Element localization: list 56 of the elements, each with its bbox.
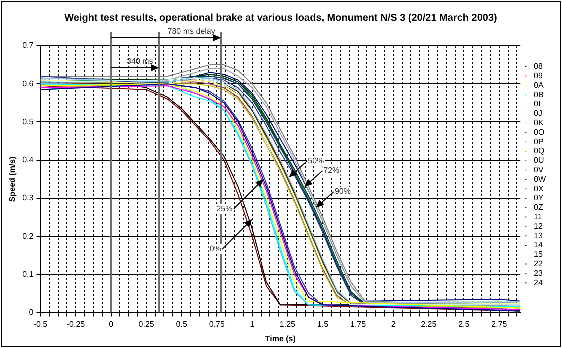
text: 22 [534,260,544,269]
legend-label: 23 [534,268,544,278]
legend-label: 0J [534,109,542,118]
legend-label: 08 [534,62,544,72]
x-tick-label: 1.75 [350,320,367,329]
annotation: 25% [216,204,233,214]
legend-label: 0U [534,156,544,166]
legend-label: 0V [534,166,544,175]
legend-label: 24 [534,278,544,288]
y-axis-title: Speed (m/s) [8,156,18,202]
y-tick-label: 0.4 [22,156,34,165]
x-tick-label: 2.5 [458,320,470,329]
y-tick-label: 0.7 [22,41,34,50]
annotation: 0% [210,244,222,254]
legend-label: 0Q [534,146,545,156]
legend-label: 0Z [534,203,544,212]
legend-label: 11 [534,212,543,222]
y-tick-label: 0.1 [22,270,34,279]
legend-label: 0I [534,100,541,109]
x-tick-label: -0.25 [66,320,86,329]
legend-label: 0A [534,80,544,90]
legend-label: 14 [534,240,544,250]
x-tick-label: 2.75 [492,320,508,329]
x-tick-label: 2 [391,320,396,329]
x-tick-label: 1.5 [317,320,330,329]
legend-label: 0X [534,184,544,194]
chart-title: Weight test results, operational brake at various loads, Monument N/S 3 (20/21 March 2003) [64,12,498,24]
y-tick-label: 0.6 [22,79,34,88]
legend-label: 12 [534,222,544,231]
annotation: 90% [334,187,351,196]
legend-label: 0P [534,137,544,146]
legend-label: 13 [534,231,544,240]
y-tick-label: 0.2 [22,232,34,241]
x-tick-label: 0.25 [138,320,155,329]
legend-label: 0O [534,128,545,137]
x-tick-label: 1.25 [280,320,296,329]
x-tick-label: 2.25 [421,320,438,329]
x-axis-title: Time (s) [265,334,296,344]
y-tick-label: 0.3 [22,194,34,203]
ref-line-label: 340 ms [127,57,154,66]
y-tick-label: 0 [29,308,34,318]
y-tick-label: 0.5 [22,117,34,126]
x-tick-label: 0 [109,320,114,329]
annotation: 50% [308,156,324,166]
legend-label: 0B [534,90,544,100]
legend-label: 0W [534,174,546,184]
legend-label: 09 [534,72,544,81]
x-tick-label: 0.75 [209,320,226,329]
text: 15 [534,250,544,260]
x-tick-label: -0.5 [34,320,48,329]
x-tick-label: 0.5 [176,320,188,329]
x-tick-label: 1 [250,320,256,329]
annotation: 72% [324,166,340,176]
legend-label: 0Y [534,194,544,203]
ref-line-label: 780 ms delay [168,27,216,36]
legend-label: 0K [534,118,544,128]
